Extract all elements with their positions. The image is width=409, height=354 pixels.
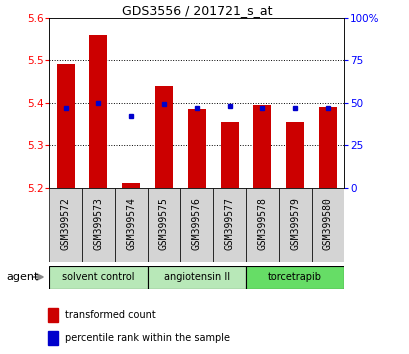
- Title: GDS3556 / 201721_s_at: GDS3556 / 201721_s_at: [121, 4, 272, 17]
- Text: transformed count: transformed count: [65, 310, 156, 320]
- Bar: [122, 183, 140, 188]
- Bar: [155, 86, 173, 188]
- Bar: [180, 188, 213, 262]
- Text: agent: agent: [6, 272, 38, 282]
- Bar: [89, 35, 107, 188]
- Bar: [318, 107, 336, 188]
- Bar: [253, 105, 271, 188]
- Bar: [285, 122, 303, 188]
- Text: angiotensin II: angiotensin II: [163, 272, 229, 282]
- Text: GSM399574: GSM399574: [126, 197, 136, 250]
- Bar: [278, 188, 311, 262]
- Bar: [82, 188, 115, 262]
- Text: GSM399576: GSM399576: [191, 197, 201, 250]
- Bar: [213, 188, 245, 262]
- Bar: [49, 266, 147, 289]
- Bar: [245, 266, 344, 289]
- Text: GSM399572: GSM399572: [61, 197, 70, 250]
- Bar: [48, 331, 58, 344]
- Text: GSM399579: GSM399579: [290, 197, 299, 250]
- Bar: [187, 109, 205, 188]
- Text: solvent control: solvent control: [62, 272, 134, 282]
- Bar: [48, 308, 58, 322]
- Bar: [49, 188, 82, 262]
- Text: torcetrapib: torcetrapib: [267, 272, 321, 282]
- Bar: [220, 122, 238, 188]
- Text: GSM399580: GSM399580: [322, 197, 332, 250]
- Bar: [147, 188, 180, 262]
- Text: GSM399573: GSM399573: [93, 197, 103, 250]
- Text: percentile rank within the sample: percentile rank within the sample: [65, 332, 230, 343]
- Bar: [56, 64, 74, 188]
- Text: GSM399577: GSM399577: [224, 197, 234, 250]
- Bar: [311, 188, 344, 262]
- Bar: [147, 266, 245, 289]
- Bar: [245, 188, 278, 262]
- Bar: [115, 188, 147, 262]
- Text: GSM399575: GSM399575: [159, 197, 169, 250]
- Text: GSM399578: GSM399578: [257, 197, 267, 250]
